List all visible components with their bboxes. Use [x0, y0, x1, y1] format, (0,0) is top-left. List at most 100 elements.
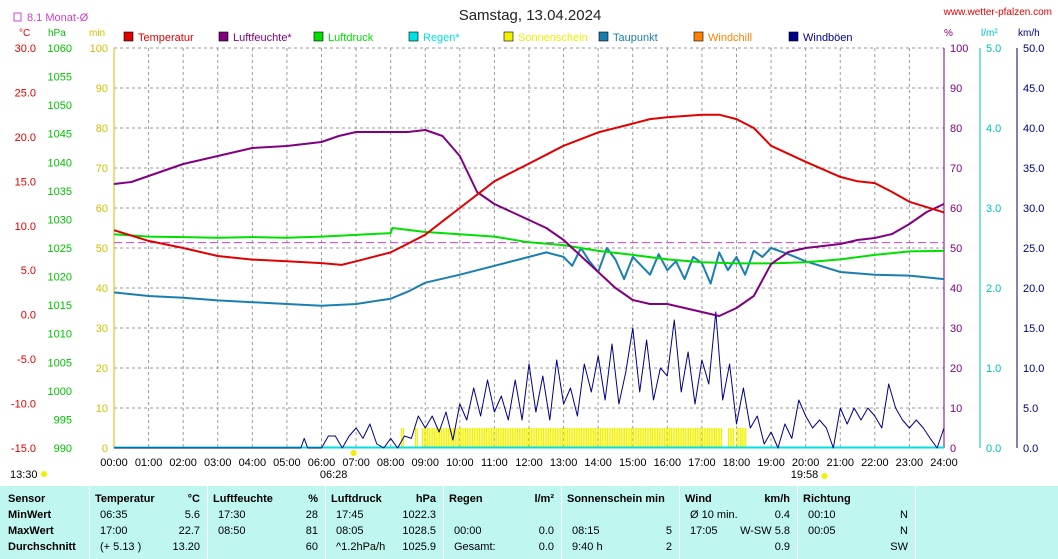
table-divider — [679, 486, 680, 559]
sunshine-bar — [432, 428, 434, 448]
header-direction: Richtung — [803, 493, 851, 505]
x-tick-label: 21:00 — [826, 457, 854, 469]
sunshine-bar — [470, 428, 472, 448]
header-wind-unit: km/h — [764, 493, 790, 505]
sunshine-bar — [558, 428, 560, 448]
axis-ticks: 30.0 25.0 20.0 15.0 10.0 5.0 0.0 -5.0 -10.0 -15.0… — [10, 43, 1044, 481]
stat-cell-label: MinWert — [8, 509, 52, 521]
sunshine-bar — [529, 428, 531, 448]
sunshine-bar — [596, 428, 598, 448]
sunshine-bar — [459, 428, 462, 448]
sunshine-bar — [490, 428, 493, 448]
sunshine-bar — [660, 428, 662, 448]
stat-cell-wind-val: 0.4 — [774, 509, 790, 521]
sunshine-bar — [556, 428, 558, 448]
legend-swatch — [408, 31, 419, 42]
legend-swatch — [693, 31, 704, 42]
x-tick-label: 17:00 — [688, 457, 716, 469]
sunshine-bar — [537, 428, 539, 448]
sunshine-bar — [447, 428, 449, 448]
sunshine-bar — [605, 428, 607, 448]
sunshine-bar — [612, 428, 614, 448]
sunshine-bar — [570, 428, 572, 448]
sunshine-bar — [437, 428, 439, 448]
rain-tick-label: 5.0 — [986, 43, 1001, 55]
temp-tick-label: -10.0 — [11, 399, 36, 411]
sunshine-bar — [458, 428, 460, 448]
table-divider — [915, 486, 916, 559]
stat-cell-wind-time: Ø 10 min. — [690, 509, 738, 521]
wind-tick-label: 20.0 — [1023, 283, 1044, 295]
pressure-tick-label: 1020 — [48, 272, 72, 284]
percent-tick-label: 60 — [950, 203, 962, 215]
sunshine-bar — [691, 428, 693, 448]
x-tick-label: 19:00 — [757, 457, 785, 469]
sunshine-bar — [720, 428, 723, 448]
wind-tick-label: 35.0 — [1023, 163, 1044, 175]
x-tick-label: 12:00 — [515, 457, 543, 469]
pressure-tick-label: 1050 — [48, 100, 72, 112]
sunshine-bar — [496, 428, 498, 448]
sunset-label: 19:58 — [791, 469, 819, 481]
sunshine-bar — [509, 428, 512, 448]
pressure-tick-label: 1015 — [48, 300, 72, 312]
wind-tick-label: 50.0 — [1023, 43, 1044, 55]
sunshine-bar — [636, 428, 638, 448]
sunshine-bar — [539, 428, 541, 448]
sunshine-bar — [561, 428, 564, 448]
temp-tick-label: -5.0 — [17, 354, 36, 366]
sunshine-bar — [463, 428, 465, 448]
sunshine-bar — [733, 428, 735, 448]
sunshine-bar — [471, 428, 474, 448]
temp-unit-label: °C — [19, 28, 30, 39]
sunrise-icon — [350, 450, 357, 456]
x-tick-label: 22:00 — [861, 457, 889, 469]
grid — [113, 47, 945, 449]
pressure-tick-label: 995 — [54, 414, 72, 426]
sunshine-bar — [670, 428, 672, 448]
stat-cell-wind-val: 0.9 — [774, 541, 790, 553]
table-divider — [561, 486, 562, 559]
percent-tick-label: 90 — [950, 83, 962, 95]
header-humidity: Luftfeuchte — [213, 493, 273, 505]
x-tick-label: 09:00 — [411, 457, 439, 469]
sunshine-bar — [416, 428, 418, 448]
sunshine-bar — [542, 428, 545, 448]
stat-cell-wind-time: 17:05 — [690, 525, 718, 537]
stat-cell-wind-val: W-SW 5.8 — [740, 525, 790, 537]
sunshine-bar — [591, 428, 593, 448]
stat-cell-press-val: 1025.9 — [402, 541, 436, 553]
sunshine-bar — [428, 428, 430, 448]
sunshine-bar — [553, 428, 555, 448]
percent-tick-label: 100 — [950, 43, 968, 55]
wind-tick-label: 0.0 — [1023, 443, 1038, 455]
x-tick-label: 00:00 — [100, 457, 128, 469]
sunshine-bar — [584, 428, 586, 448]
sunshine-bar — [745, 428, 747, 448]
pressure-tick-label: 1000 — [48, 386, 72, 398]
percent-tick-label: 30 — [950, 323, 962, 335]
stat-cell-rain-time: Gesamt: — [454, 541, 496, 553]
dewpoint-series-line — [113, 247, 945, 307]
chart-marks — [113, 113, 945, 449]
sunshine-bar — [532, 428, 534, 448]
percent-tick-label: 40 — [950, 283, 962, 295]
sunshine-bar — [522, 428, 524, 448]
header-temp-unit: °C — [187, 493, 200, 505]
wind-tick-label: 45.0 — [1023, 83, 1044, 95]
stat-cell-temp-val: 22.7 — [178, 525, 200, 537]
website-label[interactable]: www.wetter-pfalzen.com — [943, 7, 1052, 18]
sunshine-bar — [719, 428, 721, 448]
stat-cell-temp-time: 17:00 — [100, 525, 128, 537]
weather-chart: Samstag, 13.04.2024 www.wetter-pfalzen.c… — [10, 7, 1052, 481]
stat-cell-sun-time: 08:15 — [572, 525, 600, 537]
sunshine-bar — [655, 428, 657, 448]
sunshine-bar — [423, 428, 425, 448]
sunshine-bar — [520, 428, 522, 448]
sunshine-bar — [560, 428, 562, 448]
sunshine-bar — [739, 428, 742, 448]
sunshine-bar — [677, 428, 679, 448]
sunshine-bar — [485, 428, 487, 448]
sunshine-bar — [698, 428, 700, 448]
sunshine-bar — [707, 428, 709, 448]
